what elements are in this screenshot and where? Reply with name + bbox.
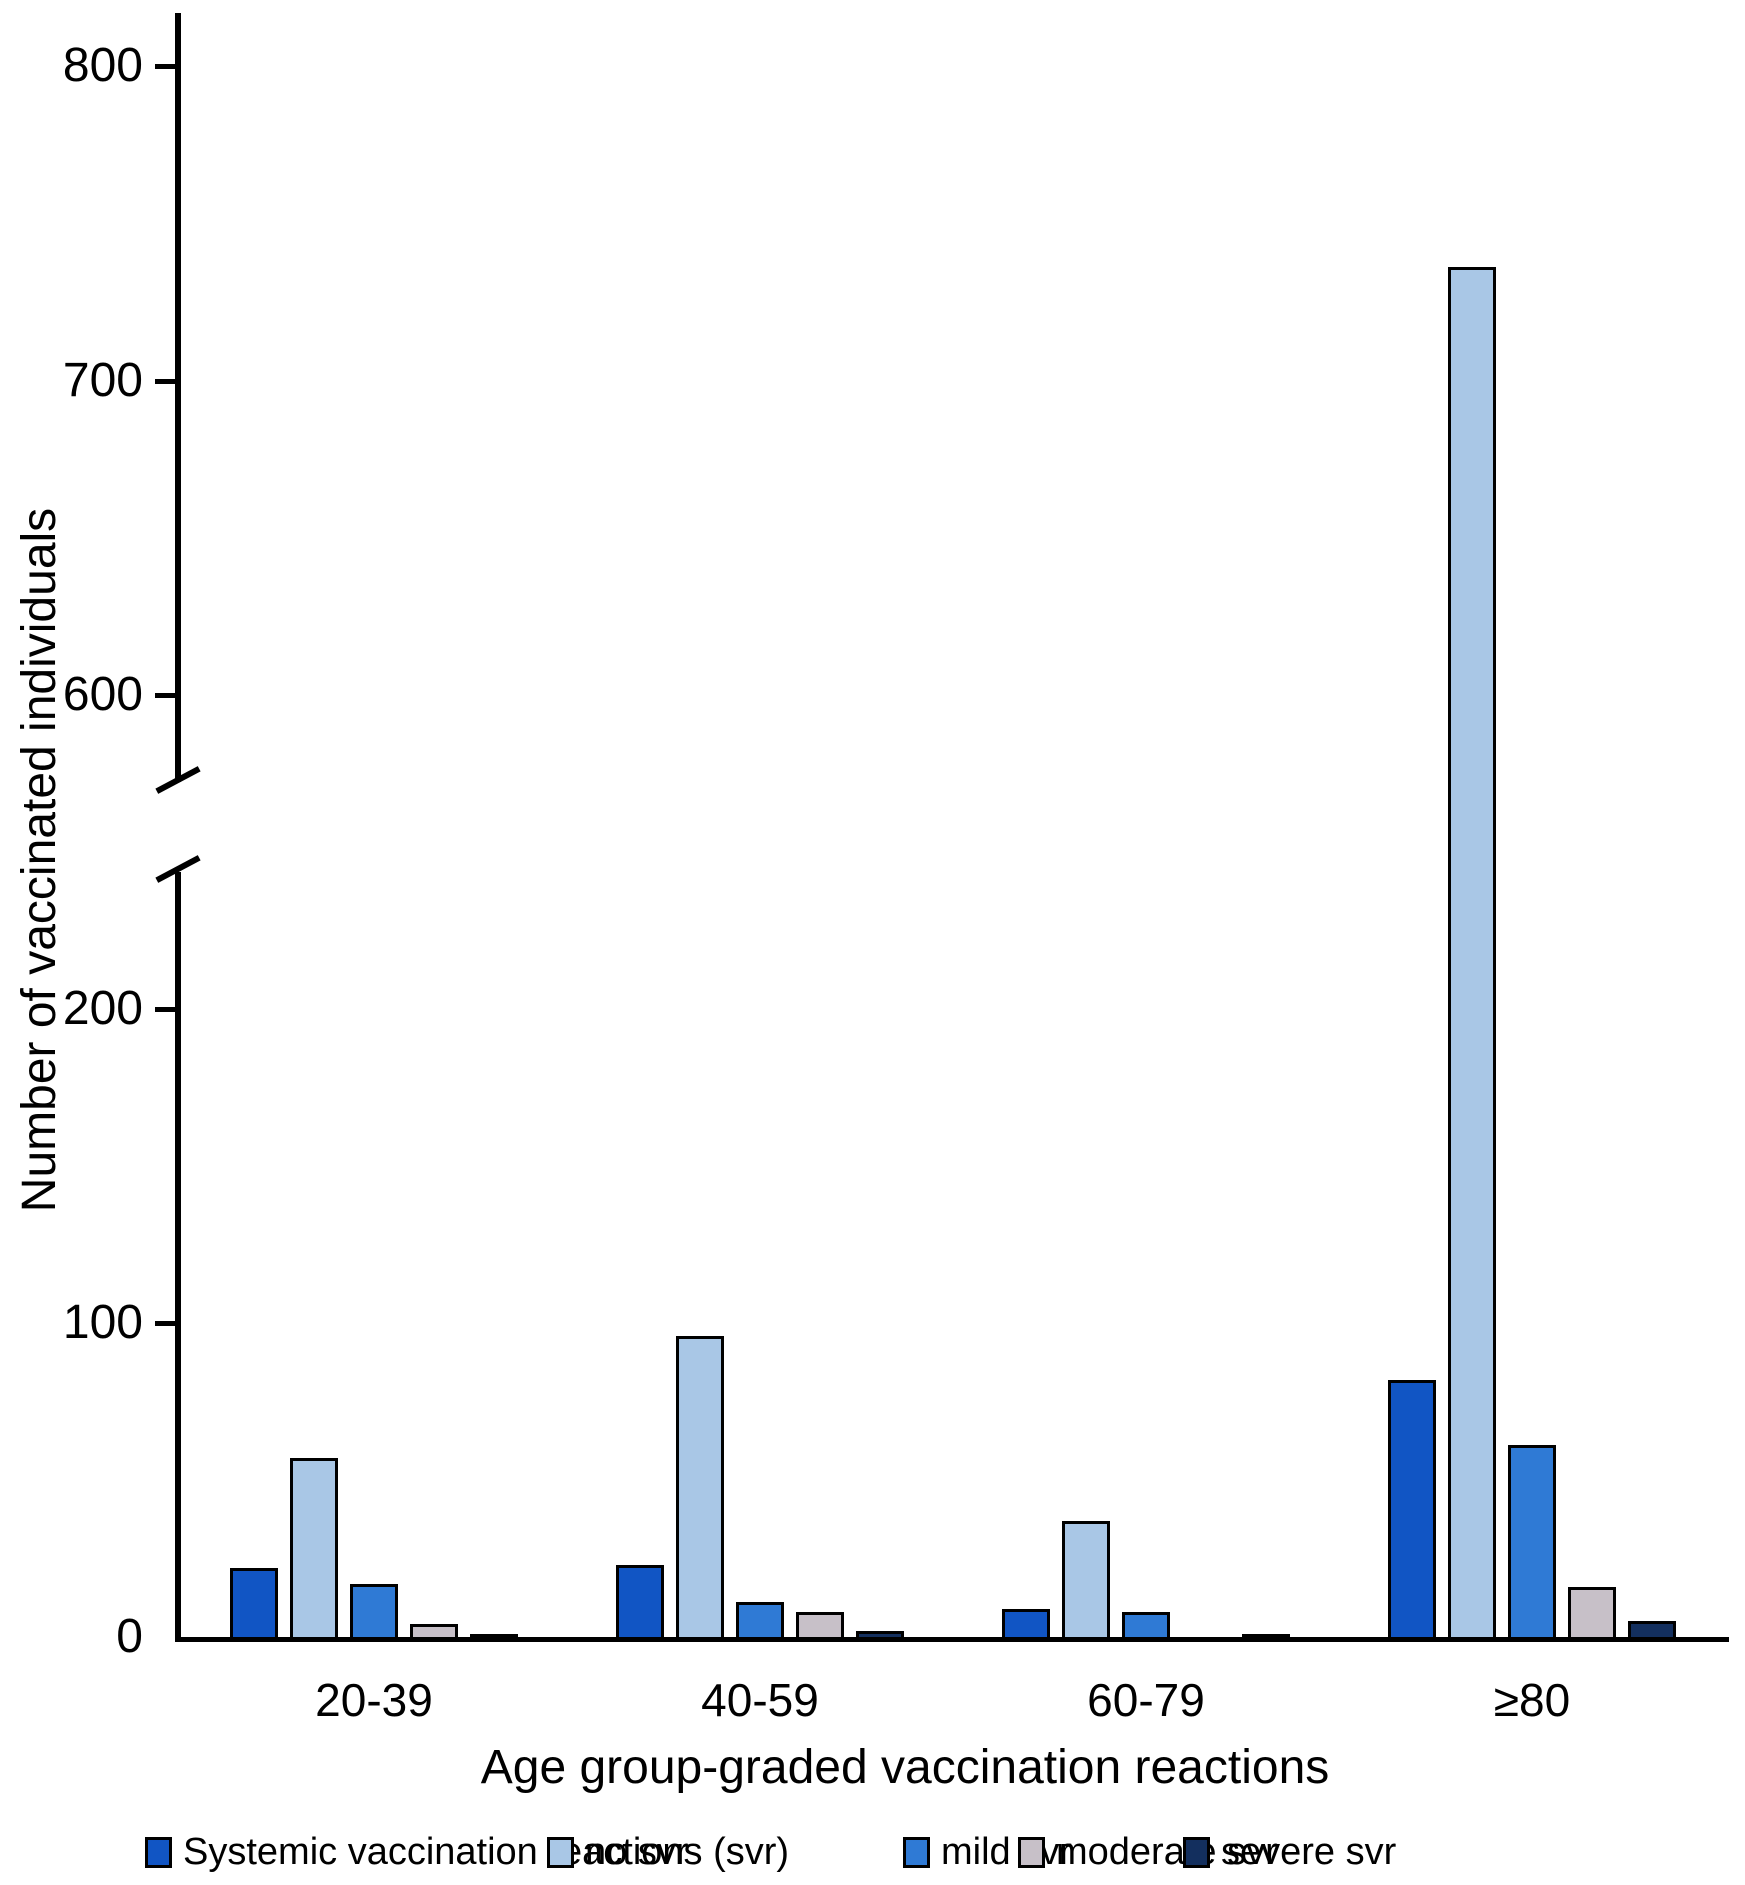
legend-swatch-icon [1018,1836,1045,1868]
legend-label: Systemic vaccination reactions (svr) [183,1831,790,1873]
y-axis-lower-segment [175,872,181,1640]
y-axis-tick-label: 0 [116,1610,143,1663]
x-axis-category-label: ≥80 [1493,1674,1571,1726]
y-axis-upper-segment [175,13,181,782]
x-axis-title: Age group-graded vaccination reactions [480,1741,1330,1794]
x-axis-category-label: 60-79 [1087,1674,1205,1726]
legend-swatch-icon [547,1836,574,1868]
legend-label: mild svr [941,1831,1072,1873]
bar [1062,1520,1110,1640]
legend-swatch-icon [145,1836,172,1868]
y-axis-tick-label: 800 [62,39,143,92]
bar [230,1567,278,1640]
bar [290,1458,338,1640]
legend-item: no svr [547,1832,688,1872]
bar [1388,1379,1436,1640]
legend-item: severe svr [1183,1832,1396,1872]
y-axis-tick [155,64,175,69]
bar [1508,1445,1556,1640]
bar [616,1564,664,1640]
legend-swatch-icon [1183,1836,1210,1868]
legend-item: mild svr [903,1832,1072,1872]
bar [350,1583,398,1640]
x-axis-category-label: 20-39 [315,1674,433,1726]
y-axis-tick-label: 100 [62,1296,143,1349]
bar [796,1611,844,1640]
bar [1002,1608,1050,1640]
legend-label: severe svr [1221,1831,1397,1873]
y-axis-tick-label: 200 [62,982,143,1035]
y-axis-tick [155,378,175,384]
x-axis-category-label: 40-59 [701,1674,819,1726]
bar [1568,1586,1616,1640]
x-axis-line [175,1637,1729,1642]
bar [676,1335,724,1640]
bar [1448,267,1496,1640]
legend-item: moderate svr [1018,1832,1278,1872]
y-axis-tick-label: 600 [62,668,143,721]
legend-label: no svr [585,1831,689,1873]
y-axis-tick-label: 700 [62,353,143,407]
y-axis-title: Number of vaccinated individuals [13,507,66,1213]
y-axis-tick [155,1321,175,1326]
bar [1122,1611,1170,1640]
legend-label: moderate svr [1056,1831,1278,1873]
bar [736,1602,784,1640]
legend-item: Systemic vaccination reactions (svr) [145,1832,789,1872]
legend-swatch-icon [903,1836,930,1868]
y-axis-tick [155,693,175,698]
y-axis-tick [155,1007,175,1012]
